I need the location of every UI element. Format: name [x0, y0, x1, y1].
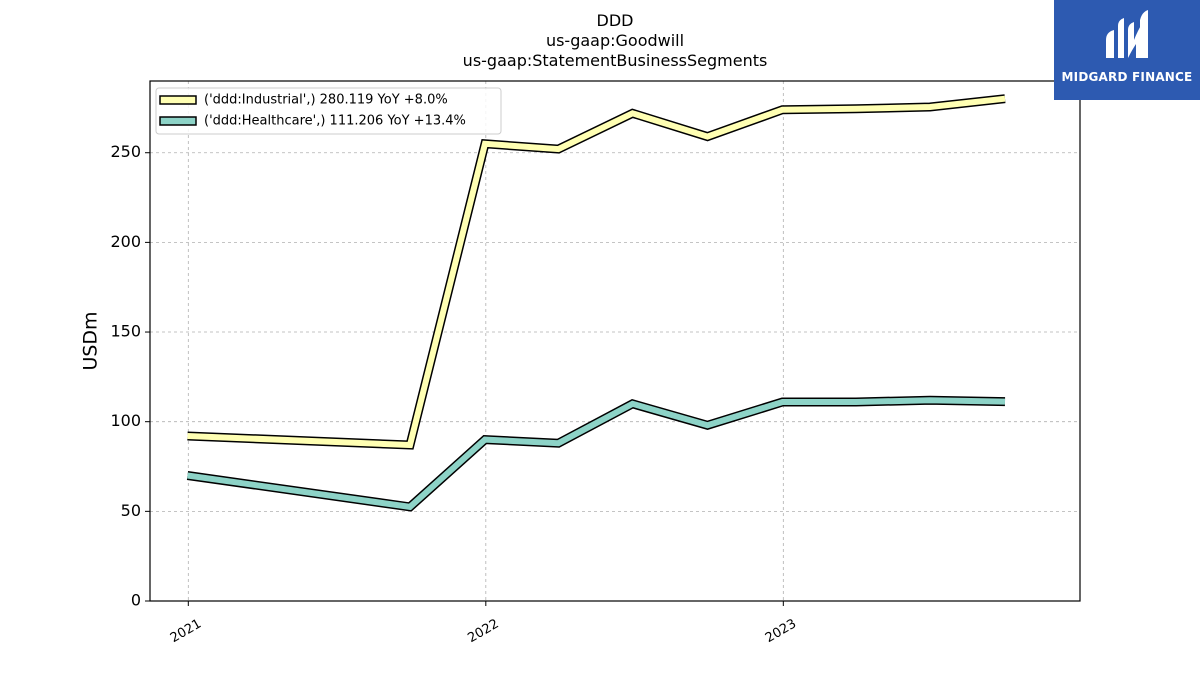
series-1	[186, 395, 1006, 512]
x-tick-label: 2022	[465, 617, 501, 647]
y-tick-label: 0	[131, 591, 141, 610]
series-layer	[186, 94, 1006, 512]
legend-label: ('ddd:Healthcare',) 111.206 YoY +13.4%	[204, 114, 466, 129]
logo-text: MIDGARD FINANCE	[1061, 70, 1193, 84]
series-line	[187, 397, 1006, 511]
y-tick-label: 100	[110, 411, 141, 430]
brand-logo: MIDGARD FINANCE	[1054, 0, 1200, 100]
title-line: us-gaap:StatementBusinessSegments	[463, 51, 768, 70]
series-0	[187, 94, 1006, 450]
legend: ('ddd:Industrial',) 280.119 YoY +8.0% ('d…	[155, 87, 502, 135]
title-line: DDD	[597, 11, 634, 30]
series-line	[187, 95, 1006, 449]
y-axis: 0 50 100 150 200 250	[110, 142, 150, 610]
y-tick-label: 200	[110, 232, 141, 251]
x-axis: 2021 2022 2023	[168, 601, 799, 646]
y-axis-label: USDm	[80, 311, 102, 370]
y-tick-label: 50	[121, 501, 141, 520]
y-tick-label: 150	[110, 322, 141, 341]
legend-swatch	[159, 116, 197, 126]
chart-title: DDDus-gaap:Goodwillus-gaap:StatementBusi…	[463, 11, 768, 70]
y-tick-label: 250	[110, 142, 141, 161]
title-line: us-gaap:Goodwill	[546, 31, 684, 50]
x-tick-label: 2023	[763, 617, 799, 647]
legend-label: ('ddd:Industrial',) 280.119 YoY +8.0%	[204, 93, 448, 108]
logo-mark-icon	[1106, 10, 1148, 58]
grid	[150, 81, 1080, 602]
legend-box	[155, 87, 502, 135]
legend-swatch	[159, 95, 197, 105]
series-line-outline	[187, 94, 1006, 450]
x-tick-label: 2021	[168, 617, 204, 647]
plot-frame	[149, 80, 1081, 602]
